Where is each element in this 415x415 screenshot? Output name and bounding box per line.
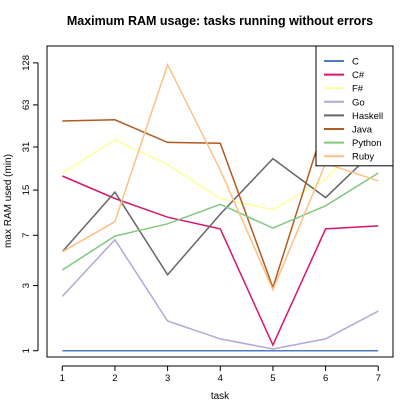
x-tick-label: 6 xyxy=(323,373,328,384)
x-tick-label: 4 xyxy=(218,373,223,384)
legend: C C# F# Go Haskell Java Python Ruby xyxy=(315,45,394,167)
series-line-f-sharp xyxy=(61,124,379,211)
legend-box xyxy=(315,45,394,167)
legend-label: F# xyxy=(352,84,364,95)
legend-label: Ruby xyxy=(352,152,374,163)
x-tick-label: 7 xyxy=(376,373,381,384)
legend-label: C# xyxy=(352,70,365,81)
y-tick-label: 3 xyxy=(21,283,32,288)
legend-label: Python xyxy=(352,138,382,149)
plot-area xyxy=(61,62,379,352)
x-tick-label: 5 xyxy=(270,373,275,384)
legend-label: C xyxy=(352,57,359,68)
axes: 1 2 3 4 5 6 7 1 3 7 15 31 63 128 xyxy=(21,55,381,384)
legend-label: Java xyxy=(352,125,373,136)
x-tick-label: 1 xyxy=(60,373,65,384)
y-axis-label: max RAM used (min) xyxy=(3,154,14,248)
y-tick-label: 63 xyxy=(21,100,32,111)
y-tick-label: 31 xyxy=(21,142,32,153)
x-tick-label: 2 xyxy=(112,373,117,384)
y-tick-label: 7 xyxy=(21,233,32,238)
legend-label: Go xyxy=(352,97,365,108)
y-tick-label: 1 xyxy=(21,348,32,353)
chart-title: Maximum RAM usage: tasks running without… xyxy=(67,14,373,28)
series-line-go xyxy=(61,238,379,350)
series-line-haskell xyxy=(61,146,379,276)
series-line-c-sharp xyxy=(62,175,379,347)
y-tick-label: 15 xyxy=(21,185,32,196)
y-tick-label: 128 xyxy=(21,55,32,71)
legend-label: Haskell xyxy=(352,111,383,122)
plot-frame xyxy=(46,45,394,358)
x-axis-label: task xyxy=(211,391,230,402)
x-tick-label: 3 xyxy=(165,373,170,384)
series-line-python xyxy=(61,172,379,271)
